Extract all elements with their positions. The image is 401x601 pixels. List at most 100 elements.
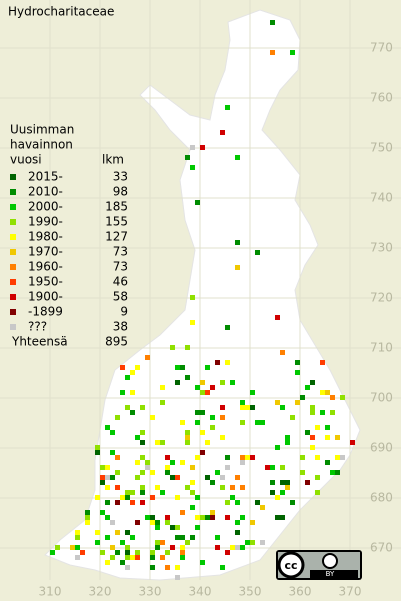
legend-count: 98 bbox=[113, 185, 128, 199]
observation-cell bbox=[125, 530, 130, 535]
observation-cell bbox=[175, 535, 180, 540]
observation-cell bbox=[240, 485, 245, 490]
legend-count: 58 bbox=[113, 290, 128, 304]
observation-cell bbox=[180, 460, 185, 465]
observation-cell bbox=[260, 420, 265, 425]
observation-cell bbox=[235, 155, 240, 160]
x-tick-label: 330 bbox=[139, 585, 162, 599]
observation-cell bbox=[210, 415, 215, 420]
observation-cell bbox=[175, 525, 180, 530]
observation-cell bbox=[310, 445, 315, 450]
observation-cell bbox=[215, 470, 220, 475]
legend-count: 185 bbox=[105, 200, 128, 214]
legend-swatch bbox=[10, 219, 16, 225]
legend-count: 127 bbox=[105, 230, 128, 244]
observation-cell bbox=[150, 520, 155, 525]
observation-cell bbox=[295, 400, 300, 405]
observation-cell bbox=[160, 555, 165, 560]
observation-cell bbox=[195, 455, 200, 460]
legend-count: 73 bbox=[113, 245, 128, 259]
observation-cell bbox=[270, 480, 275, 485]
observation-cell bbox=[230, 545, 235, 550]
observation-cell bbox=[275, 445, 280, 450]
y-tick-label: 720 bbox=[370, 291, 393, 305]
observation-cell bbox=[190, 295, 195, 300]
observation-cell bbox=[260, 505, 265, 510]
observation-cell bbox=[190, 145, 195, 150]
legend-label: 2000- bbox=[28, 200, 63, 214]
observation-cell bbox=[180, 420, 185, 425]
observation-cell bbox=[105, 515, 110, 520]
legend-heading: Uusimman bbox=[10, 123, 74, 137]
observation-cell bbox=[225, 515, 230, 520]
observation-cell bbox=[155, 440, 160, 445]
observation-cell bbox=[105, 475, 110, 480]
observation-cell bbox=[225, 105, 230, 110]
observation-cell bbox=[175, 565, 180, 570]
observation-cell bbox=[100, 510, 105, 515]
observation-cell bbox=[180, 365, 185, 370]
observation-cell bbox=[135, 550, 140, 555]
observation-cell bbox=[185, 345, 190, 350]
observation-cell bbox=[230, 380, 235, 385]
observation-cell bbox=[185, 155, 190, 160]
observation-cell bbox=[240, 405, 245, 410]
observation-cell bbox=[205, 515, 210, 520]
observation-cell bbox=[180, 555, 185, 560]
observation-cell bbox=[130, 555, 135, 560]
y-tick-label: 710 bbox=[370, 341, 393, 355]
observation-cell bbox=[195, 515, 200, 520]
observation-cell bbox=[295, 360, 300, 365]
observation-cell bbox=[325, 425, 330, 430]
observation-cell bbox=[140, 440, 145, 445]
by-text: BY bbox=[326, 570, 335, 578]
observation-cell bbox=[310, 380, 315, 385]
observation-cell bbox=[235, 520, 240, 525]
observation-cell bbox=[215, 545, 220, 550]
legend-total-label: Yhteensä bbox=[11, 335, 68, 349]
observation-cell bbox=[75, 530, 80, 535]
observation-cell bbox=[315, 425, 320, 430]
observation-cell bbox=[150, 550, 155, 555]
observation-cell bbox=[120, 495, 125, 500]
observation-cell bbox=[95, 450, 100, 455]
legend-label: 2010- bbox=[28, 185, 63, 199]
observation-cell bbox=[215, 360, 220, 365]
observation-cell bbox=[165, 565, 170, 570]
finland-outline bbox=[44, 9, 361, 581]
observation-cell bbox=[105, 425, 110, 430]
observation-cell bbox=[185, 485, 190, 490]
observation-cell bbox=[275, 400, 280, 405]
observation-cell bbox=[340, 455, 345, 460]
observation-cell bbox=[240, 460, 245, 465]
legend-label: 1970- bbox=[28, 245, 63, 259]
observation-cell bbox=[195, 420, 200, 425]
observation-cell bbox=[195, 525, 200, 530]
legend-swatch bbox=[10, 264, 16, 270]
observation-cell bbox=[95, 530, 100, 535]
observation-cell bbox=[220, 415, 225, 420]
observation-cell bbox=[145, 515, 150, 520]
observation-cell bbox=[315, 455, 320, 460]
y-tick-label: 670 bbox=[370, 541, 393, 555]
observation-cell bbox=[335, 470, 340, 475]
observation-cell bbox=[125, 490, 130, 495]
observation-cell bbox=[205, 440, 210, 445]
observation-cell bbox=[160, 490, 165, 495]
observation-cell bbox=[195, 200, 200, 205]
legend-label: 1900- bbox=[28, 290, 63, 304]
observation-cell bbox=[110, 555, 115, 560]
observation-cell bbox=[305, 480, 310, 485]
observation-cell bbox=[180, 510, 185, 515]
observation-cells bbox=[50, 20, 355, 580]
observation-cell bbox=[270, 490, 275, 495]
legend-count: 73 bbox=[113, 260, 128, 274]
observation-cell bbox=[210, 385, 215, 390]
observation-cell bbox=[325, 460, 330, 465]
observation-cell bbox=[240, 420, 245, 425]
observation-cell bbox=[170, 460, 175, 465]
observation-cell bbox=[220, 130, 225, 135]
observation-cell bbox=[70, 545, 75, 550]
